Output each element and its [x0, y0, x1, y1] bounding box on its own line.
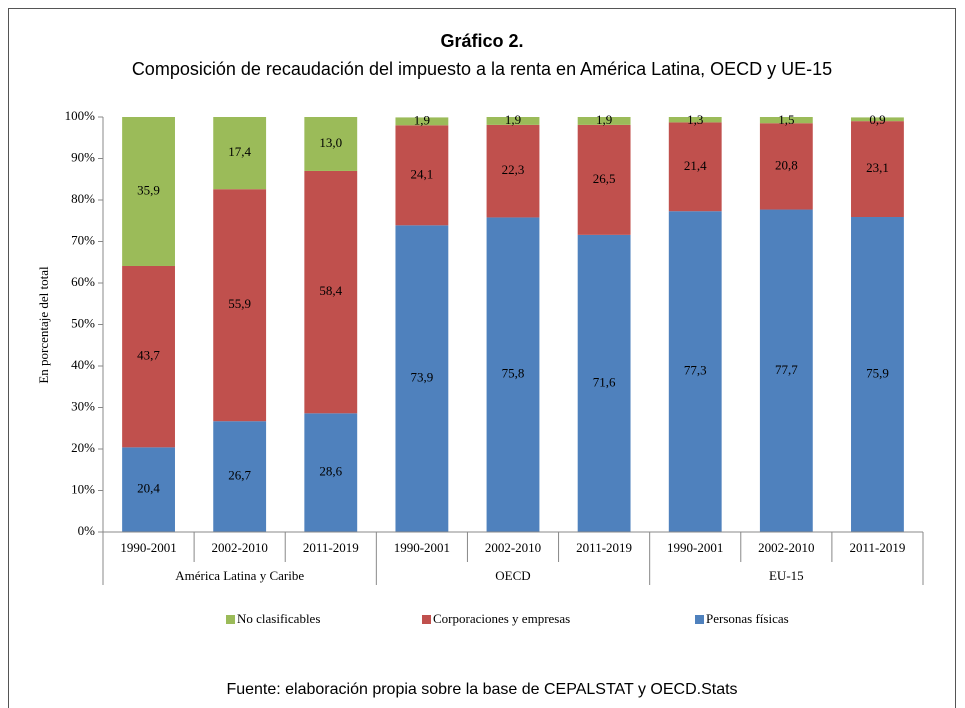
chart-title: Gráfico 2.	[440, 31, 523, 51]
x-tick-label: 2011-2019	[850, 540, 906, 555]
bar-segment	[759, 117, 813, 124]
bar-segment	[668, 122, 722, 212]
bar-segment	[304, 413, 358, 532]
x-tick-label: 2002-2010	[211, 540, 267, 555]
legend-label: No clasificables	[237, 611, 320, 626]
bar-segment	[304, 170, 358, 414]
data-label: 1,5	[778, 112, 794, 127]
y-tick-label: 60%	[71, 274, 95, 289]
data-label: 1,9	[414, 112, 430, 127]
bar-segment	[851, 217, 904, 532]
data-label: 1,9	[505, 112, 521, 127]
x-tick-label: 2011-2019	[576, 540, 632, 555]
bar-segment	[486, 124, 540, 218]
data-label: 1,9	[596, 112, 612, 127]
bar-segment	[122, 117, 175, 266]
data-label: 75,9	[866, 365, 889, 380]
legend-label: Personas físicas	[706, 611, 789, 626]
group-label: OECD	[495, 568, 530, 583]
data-label: 28,6	[319, 464, 342, 479]
bar-segment	[851, 117, 904, 122]
bar-segment	[395, 125, 449, 226]
data-label: 26,5	[593, 171, 616, 186]
bar-segment	[759, 209, 813, 533]
data-label: 0,9	[869, 112, 885, 127]
y-tick-label: 0%	[78, 523, 96, 538]
bar-segment	[486, 217, 540, 532]
bar-segment	[668, 117, 722, 123]
bar-segment	[304, 117, 358, 171]
y-tick-label: 90%	[71, 149, 95, 164]
bar-segment	[759, 123, 813, 210]
bar-segment	[213, 189, 267, 422]
y-tick-label: 50%	[71, 315, 95, 330]
bar-segment	[122, 265, 175, 448]
data-label: 20,4	[137, 481, 160, 496]
y-tick-label: 10%	[71, 481, 95, 496]
group-label: América Latina y Caribe	[175, 568, 304, 583]
group-label: EU-15	[769, 568, 804, 583]
data-label: 43,7	[137, 348, 160, 363]
source: Fuente: elaboración propia sobre la base…	[226, 681, 737, 698]
y-tick-label: 70%	[71, 232, 95, 247]
data-label: 77,3	[684, 363, 707, 378]
data-label: 58,4	[319, 283, 342, 298]
bar-segment	[486, 117, 540, 125]
x-tick-label: 2002-2010	[758, 540, 814, 555]
data-label: 55,9	[228, 296, 251, 311]
y-tick-label: 20%	[71, 440, 95, 455]
data-label: 71,6	[593, 374, 616, 389]
data-label: 35,9	[137, 182, 160, 197]
data-label: 73,9	[411, 370, 434, 385]
y-tick-label: 100%	[65, 108, 96, 123]
data-label: 75,8	[502, 366, 525, 381]
y-tick-label: 30%	[71, 398, 95, 413]
data-label: 17,4	[228, 144, 251, 159]
bar-segment	[213, 421, 267, 532]
data-label: 22,3	[502, 162, 525, 177]
x-tick-label: 2002-2010	[485, 540, 541, 555]
x-tick-label: 1990-2001	[120, 540, 176, 555]
data-label: 20,8	[775, 157, 798, 172]
bar-segment	[395, 225, 449, 532]
legend-swatch	[226, 615, 235, 624]
bar-segment	[668, 211, 722, 532]
y-axis-label: En porcentaje del total	[36, 266, 51, 384]
data-label: 77,7	[775, 362, 798, 377]
x-tick-label: 2011-2019	[303, 540, 359, 555]
data-label: 21,4	[684, 158, 707, 173]
bar-segment	[577, 117, 631, 125]
y-tick-label: 40%	[71, 357, 95, 372]
bar-segment	[122, 447, 175, 532]
x-tick-label: 1990-2001	[667, 540, 723, 555]
legend-label: Corporaciones y empresas	[433, 611, 570, 626]
bar-segment	[577, 234, 631, 533]
chart-subtitle: Composición de recaudación del impuesto …	[132, 59, 832, 79]
bar-segment	[577, 124, 631, 235]
frame	[8, 8, 956, 708]
bar-segment	[851, 121, 904, 218]
data-label: 24,1	[411, 166, 434, 181]
data-label: 26,7	[228, 468, 251, 483]
bar-segment	[395, 117, 449, 126]
bar-segment	[213, 117, 267, 190]
data-label: 13,0	[319, 135, 342, 150]
data-label: 23,1	[866, 160, 889, 175]
legend-swatch	[422, 615, 431, 624]
x-tick-label: 1990-2001	[394, 540, 450, 555]
data-label: 1,3	[687, 112, 703, 127]
legend-swatch	[695, 615, 704, 624]
y-tick-label: 80%	[71, 191, 95, 206]
